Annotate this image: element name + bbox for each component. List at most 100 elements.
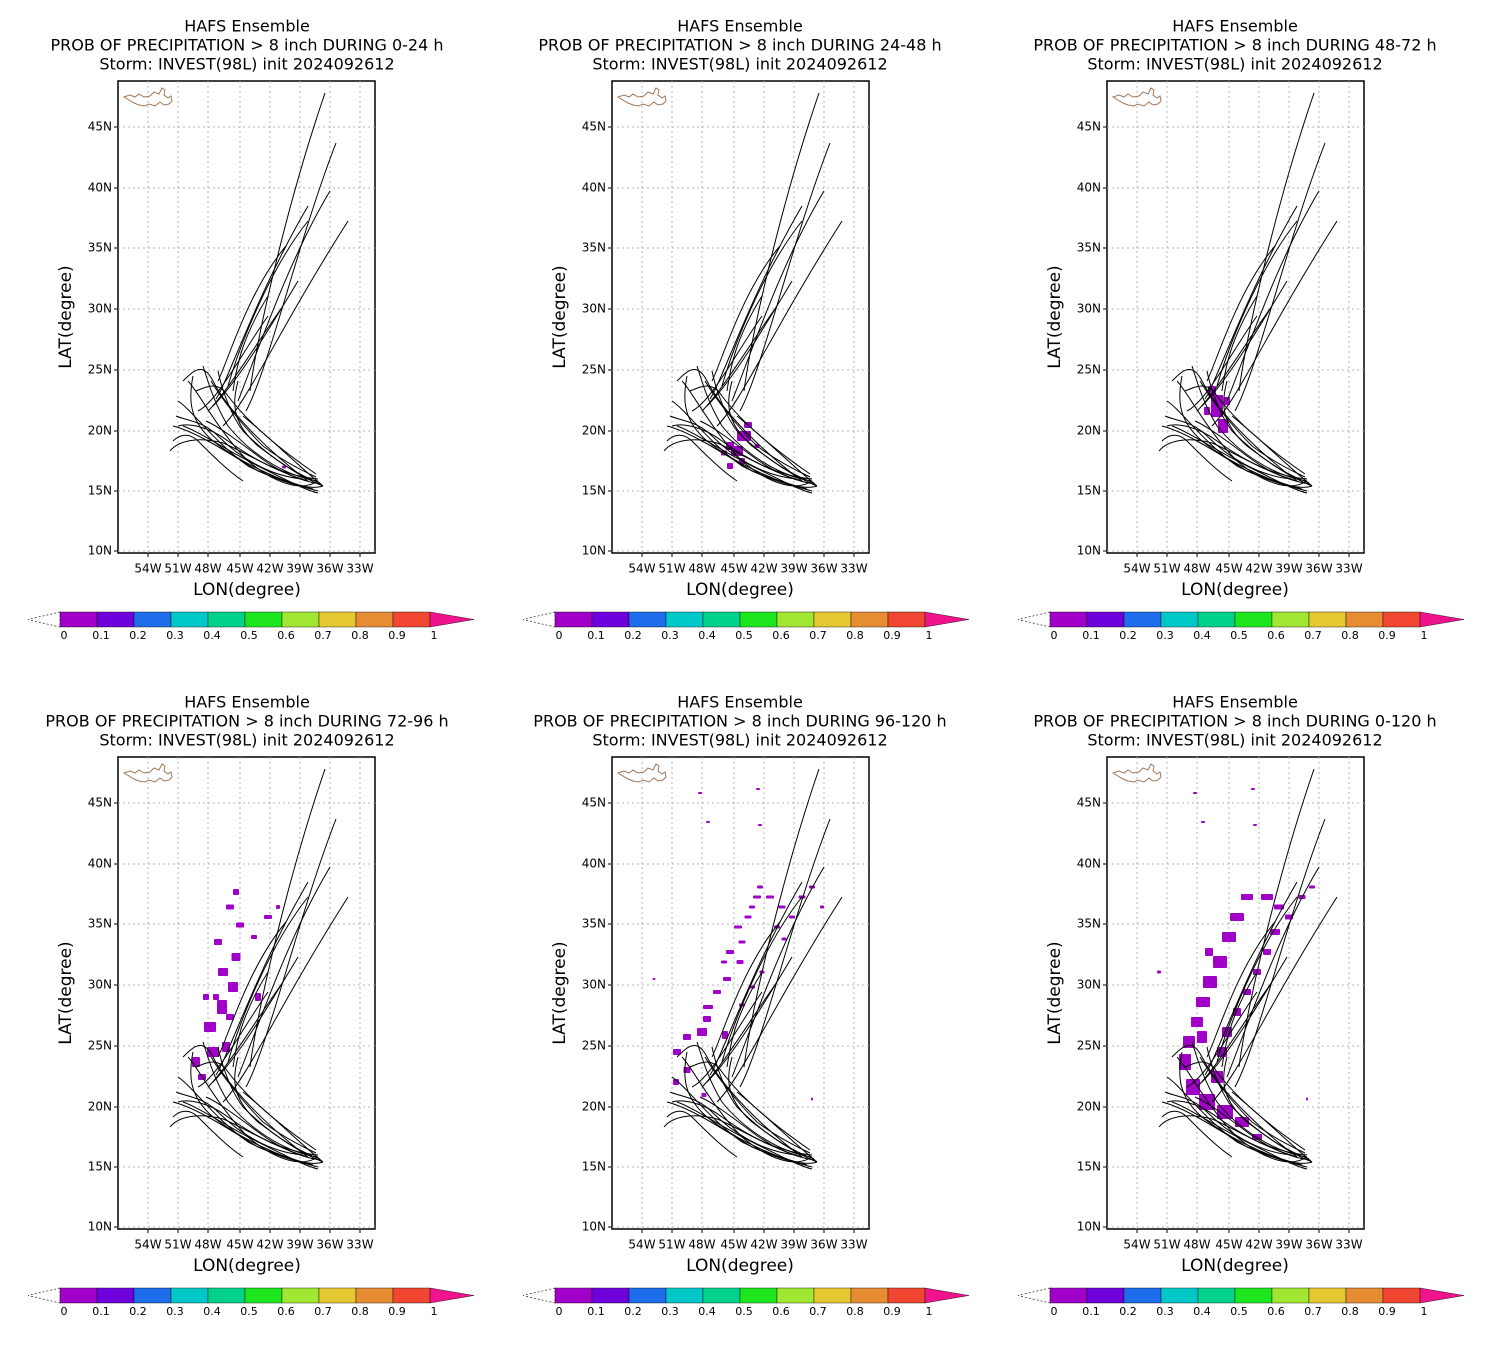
- colorbar-label: 0.1: [587, 629, 605, 642]
- precip-prob-cell: [203, 994, 209, 1000]
- precip-prob-cell: [673, 1049, 681, 1055]
- map-frame: [611, 80, 870, 554]
- ensemble-track-12: [1161, 425, 1303, 490]
- colorbar-swatch: [1197, 611, 1236, 628]
- ensemble-track-24: [175, 1091, 304, 1156]
- ensemble-track-23: [1216, 220, 1298, 387]
- colorbar-swatch: [813, 611, 852, 628]
- colorbar-label: 0.8: [351, 629, 369, 642]
- precip-prob-swath: [192, 889, 280, 1080]
- precip-prob-cell: [1193, 792, 1197, 794]
- precip-prob-cell: [217, 1000, 227, 1014]
- lat-tick-label: 10N: [88, 544, 112, 558]
- map-frame: [611, 756, 870, 1230]
- colorbar-swatch: [281, 611, 320, 628]
- colorbar-swatch: [1049, 1287, 1088, 1304]
- ensemble-track-12: [172, 1101, 314, 1166]
- colorbar-label: 0.3: [661, 1305, 679, 1318]
- precip-prob-cell: [1218, 419, 1228, 433]
- lat-tick-label: 30N: [1077, 302, 1101, 316]
- colorbar-swatch: [244, 1287, 283, 1304]
- colorbar-under-arrow: [27, 1287, 61, 1304]
- panel-title: HAFS Ensemble: [1172, 693, 1298, 712]
- precip-prob-cell: [1261, 894, 1273, 900]
- ensemble-tracks: [663, 768, 843, 1170]
- colorbar-swatch: [628, 611, 667, 628]
- colorbar-label: 0.7: [314, 629, 332, 642]
- colorbar-label: 0.3: [1156, 629, 1174, 642]
- ensemble-track-20: [190, 1051, 319, 1168]
- ensemble-track-19: [689, 1061, 811, 1151]
- colorbar-label: 0: [556, 629, 563, 642]
- colorbar-label: 0: [61, 1305, 68, 1318]
- lat-tick-label: 15N: [1077, 1160, 1101, 1174]
- colorbar-under-arrow: [1017, 1287, 1051, 1304]
- colorbar-swatch: [1234, 611, 1273, 628]
- colorbar-swatch: [59, 611, 98, 628]
- colorbar-swatch: [355, 611, 394, 628]
- panel-title: HAFS Ensemble: [677, 693, 803, 712]
- lon-tick-label: 33W: [840, 562, 867, 576]
- panel-title: HAFS Ensemble: [184, 17, 310, 36]
- colorbar-swatch: [1123, 611, 1162, 628]
- colorbar-label: 0.9: [388, 1305, 406, 1318]
- lat-tick-label: 35N: [1077, 917, 1101, 931]
- lon-tick-label: 51W: [1153, 1238, 1180, 1252]
- colorbar-label: 0.2: [129, 629, 147, 642]
- lat-tick-label: 30N: [88, 978, 112, 992]
- lon-tick-label: 42W: [256, 1238, 283, 1252]
- colorbar-label: 0.6: [772, 1305, 790, 1318]
- coastline: [1111, 763, 1162, 783]
- precip-prob-cell: [1204, 407, 1210, 415]
- colorbar-label: 0.1: [92, 629, 110, 642]
- ensemble-track-19: [195, 385, 317, 475]
- precip-prob-cell: [673, 1079, 679, 1085]
- ensemble-track-2: [249, 768, 326, 1068]
- colorbar-label: 0.8: [846, 1305, 864, 1318]
- lon-tick-label: 42W: [750, 562, 777, 576]
- lon-tick-label: 42W: [750, 1238, 777, 1252]
- lat-tick-label: 20N: [582, 424, 606, 438]
- colorbar-swatch: [1197, 1287, 1236, 1304]
- panel-storm-line: Storm: INVEST(98L) init 2024092612: [99, 55, 394, 74]
- colorbar-label: 0.4: [203, 629, 221, 642]
- precip-prob-cell: [736, 960, 744, 964]
- panel-storm-line: Storm: INVEST(98L) init 2024092612: [1087, 731, 1382, 750]
- panel-subtitle: PROB OF PRECIPITATION > 8 inch DURING 48…: [1033, 36, 1436, 55]
- ensemble-track-19: [1184, 1061, 1306, 1151]
- precip-prob-cell: [1201, 821, 1205, 823]
- colorbar-label: 0: [556, 1305, 563, 1318]
- colorbar-label: 0: [61, 629, 68, 642]
- lat-tick-label: 30N: [1077, 978, 1101, 992]
- colorbar-swatch: [628, 1287, 667, 1304]
- ensemble-track-3: [1234, 818, 1326, 1088]
- ensemble-track-3: [245, 142, 337, 412]
- ensemble-track-4: [237, 190, 331, 402]
- precip-prob-cell: [1241, 894, 1253, 900]
- lon-tick-label: 45W: [1215, 562, 1242, 576]
- panel-storm-line: Storm: INVEST(98L) init 2024092612: [1087, 55, 1382, 74]
- ensemble-track-16: [696, 365, 813, 482]
- colorbar-label: 0.5: [240, 629, 258, 642]
- lat-tick-label: 15N: [88, 484, 112, 498]
- precip-prob-cell: [226, 904, 234, 910]
- colorbar-swatch: [170, 1287, 209, 1304]
- precip-prob-cell: [1203, 976, 1217, 988]
- colorbar-label: 0.3: [1156, 1305, 1174, 1318]
- colorbar-swatch: [554, 611, 593, 628]
- ensemble-track-25: [1194, 420, 1311, 485]
- ensemble-track-22: [709, 205, 803, 400]
- ensemble-track-2: [1238, 768, 1315, 1068]
- lat-tick-label: 35N: [582, 241, 606, 255]
- y-axis-label: LAT(degree): [1045, 265, 1065, 368]
- lat-tick-label: 25N: [88, 363, 112, 377]
- lon-tick-label: 39W: [286, 1238, 313, 1252]
- panel-subtitle: PROB OF PRECIPITATION > 8 inch DURING 0-…: [50, 36, 443, 55]
- colorbar-swatch: [281, 1287, 320, 1304]
- lat-tick-label: 45N: [1077, 796, 1101, 810]
- ensemble-tracks: [169, 768, 349, 1170]
- ensemble-track-16: [1191, 1041, 1308, 1158]
- coastline: [616, 87, 667, 107]
- precip-prob-cell: [1197, 1031, 1207, 1043]
- ensemble-track-28: [704, 380, 811, 478]
